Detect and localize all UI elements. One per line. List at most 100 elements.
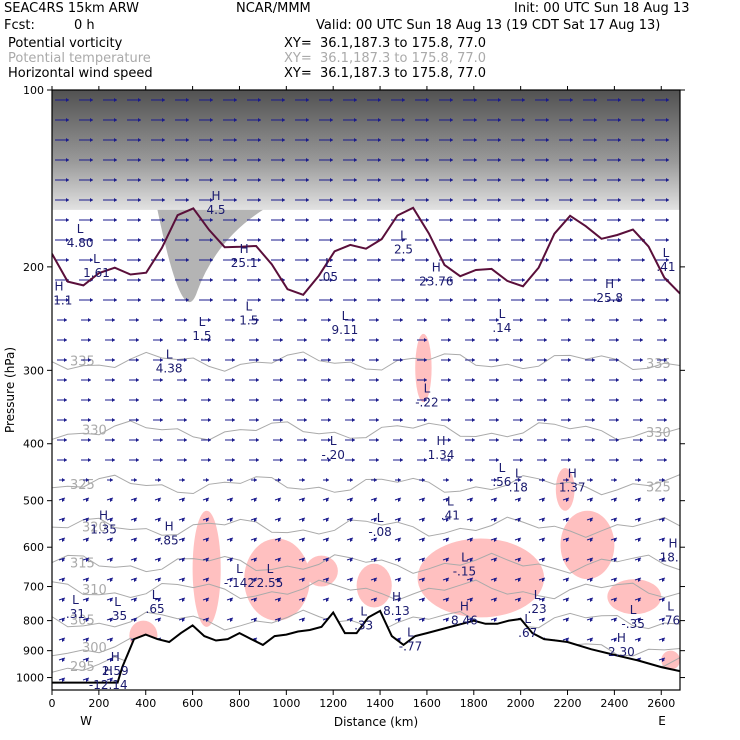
extremum-type-label: H [617,631,626,645]
wind-arrowhead [184,398,187,402]
wind-arrowhead [474,258,477,262]
extremum-type-label: L [330,434,337,448]
wind-arrowhead [378,178,381,182]
wind-arrowhead [518,558,521,562]
wind-arrowhead [230,558,233,562]
wind-arrowhead [66,238,69,242]
tropopause-fold-shading [157,209,263,303]
wind-arrowhead [566,558,569,562]
wind-arrowhead [210,198,213,202]
wind-arrowhead [472,398,475,402]
x-tick-label: 1400 [366,697,394,710]
wind-arrowhead [398,578,401,582]
wind-arrowhead [498,178,501,182]
wind-arrowhead [306,298,309,302]
wind-arrowhead [282,98,285,102]
extremum-type-label: L [400,229,407,243]
extremum-value-label: .56 [492,475,511,489]
wind-arrowhead [570,178,573,182]
wind-arrowhead [62,638,65,642]
theta-contour [52,474,680,496]
extremum-type-label: L [377,511,384,525]
wind-arrowhead [258,98,261,102]
wind-arrowhead [640,418,643,422]
wind-arrowhead [498,238,501,242]
wind-arrowhead [426,178,429,182]
wind-arrowhead [546,298,549,302]
wind-arrowhead [354,258,357,262]
wind-arrowhead [450,158,453,162]
wind-arrowhead [522,218,525,222]
wind-arrowhead [568,358,571,362]
wind-arrowhead [282,258,285,262]
stratospheric-shading [52,90,680,210]
wind-arrowhead [256,398,259,402]
wind-arrowhead [282,158,285,162]
wind-arrowhead [448,318,451,322]
wind-arrowhead [474,278,477,282]
wind-arrowhead [230,598,233,602]
wind-arrowhead [88,318,91,322]
wind-arrowhead [186,298,189,302]
wind-arrowhead [326,558,329,562]
wind-arrowhead [138,118,141,122]
wind-arrowhead [376,358,379,362]
wind-arrowhead [254,618,257,622]
wind-arrowhead [112,358,115,362]
wind-arrowhead [256,418,259,422]
wind-arrowhead [306,158,309,162]
extremum-value-label: 25.1 [231,256,258,270]
wind-arrowhead [544,398,547,402]
wind-arrowhead [522,198,525,202]
wind-arrowhead [472,378,475,382]
extremum-value-label: -.142 [224,576,255,590]
wind-arrowhead [450,258,453,262]
wind-arrowhead [254,498,257,502]
wind-arrowhead [448,338,451,342]
extremum-value-label: 1.35 [90,523,117,537]
wind-arrowhead [110,618,113,622]
wind-arrowhead [542,618,545,622]
wind-arrowhead [592,318,595,322]
wind-arrowhead [446,598,449,602]
extremum-value-label: .33 [354,618,373,632]
wind-arrowhead [522,238,525,242]
wind-arrowhead [544,438,547,442]
wind-arrowhead [278,578,281,582]
wind-arrowhead [64,358,67,362]
wind-arrowhead [642,98,645,102]
wind-arrowhead [570,238,573,242]
wind-arrowhead [474,138,477,142]
wind-arrowhead [138,258,141,262]
wind-arrowhead [640,378,643,382]
wind-arrowhead [90,178,93,182]
extremum-type-label: L [534,588,541,602]
wind-arrowhead [614,558,617,562]
wind-arrowhead [162,278,165,282]
wind-arrowhead [666,138,669,142]
extremum-value-label: .18 [509,481,528,495]
wind-arrowhead [426,158,429,162]
wind-arrowhead [206,598,209,602]
y-tick-label: 600 [23,541,44,554]
extremum-type-label: L [515,467,522,481]
wind-arrowhead [618,198,621,202]
wind-arrowhead [86,518,89,522]
wind-arrowhead [354,298,357,302]
extremum-value-label: -.15 [453,565,476,579]
wind-arrowhead [304,418,307,422]
wind-arrowhead [184,338,187,342]
wind-arrowhead [138,198,141,202]
wind-arrowhead [426,278,429,282]
wind-arrowhead [354,118,357,122]
wind-arrowhead [110,638,113,642]
fcst-label: Fcst: [4,18,35,33]
wind-arrowhead [522,138,525,142]
wind-arrowhead [138,178,141,182]
wind-arrowhead [162,138,165,142]
wind-arrowhead [158,498,161,502]
wind-arrowhead [110,538,113,542]
wind-arrowhead [208,458,211,462]
wind-arrowhead [354,218,357,222]
